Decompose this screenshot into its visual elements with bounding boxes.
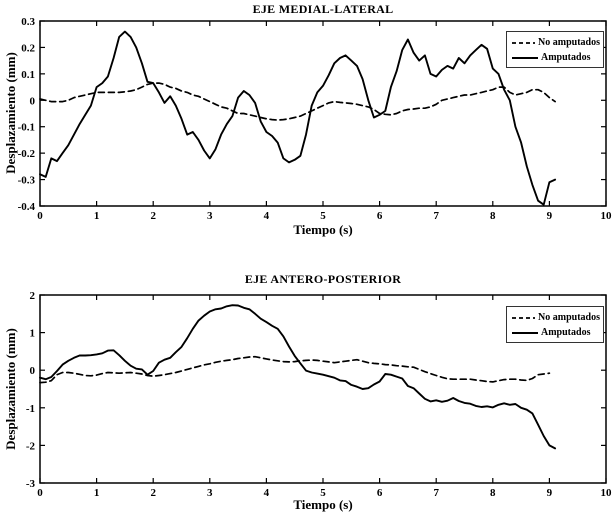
x-tick-label: 7 xyxy=(433,487,439,499)
dashed-line-sample-icon xyxy=(512,316,536,319)
y-tick-label: 0.3 xyxy=(21,16,35,28)
chart-title: EJE ANTERO-POSTERIOR xyxy=(244,272,402,286)
legend: No amputados Amputados xyxy=(506,306,604,343)
x-tick-label: 5 xyxy=(320,487,326,499)
solid-line-sample-icon xyxy=(512,331,538,334)
x-tick-label: 2 xyxy=(150,210,156,222)
x-tick-label: 9 xyxy=(547,210,553,222)
x-tick-label: 6 xyxy=(377,487,383,499)
solid-line-sample-icon xyxy=(512,56,538,59)
x-tick-label: 2 xyxy=(150,487,156,499)
axis-box xyxy=(39,294,607,484)
legend-label: No amputados xyxy=(538,37,600,48)
y-tick-label: 0.1 xyxy=(21,69,35,81)
y-tick-label: 1 xyxy=(30,328,36,340)
legend: No amputados Amputados xyxy=(506,31,604,68)
y-tick-label: -2 xyxy=(26,440,36,452)
series-line-solid xyxy=(39,30,557,206)
y-tick-label: 2 xyxy=(30,290,36,302)
x-axis-label: Tiempo (s) xyxy=(293,497,353,512)
chart-medial-lateral: EJE MEDIAL-LATERAL Desplazamiento (mm) 0… xyxy=(3,2,613,237)
x-tick-label: 3 xyxy=(207,210,213,222)
x-axis-label: Tiempo (s) xyxy=(293,222,353,237)
series-line-solid xyxy=(39,304,557,450)
x-tick-label: 1 xyxy=(94,210,100,222)
dashed-line-sample-icon xyxy=(512,41,536,44)
x-tick-label: 7 xyxy=(433,210,439,222)
x-tick-label: 0 xyxy=(37,210,43,222)
y-tick-label: -0.3 xyxy=(18,175,36,187)
x-tick-label: 4 xyxy=(264,210,270,222)
x-tick-label: 6 xyxy=(377,210,383,222)
legend-label: Amputados xyxy=(541,327,591,338)
y-tick-label: -1 xyxy=(26,403,35,415)
x-tick-label: 8 xyxy=(490,210,496,222)
legend-label: Amputados xyxy=(541,52,591,63)
x-tick-label: 8 xyxy=(490,487,496,499)
y-tick-label: -0.4 xyxy=(18,201,36,213)
y-tick-label: 0.2 xyxy=(21,42,35,54)
series-line-dashed xyxy=(39,355,551,384)
y-tick-label: -0.1 xyxy=(18,122,35,134)
chart-antero-posterior: EJE ANTERO-POSTERIOR Desplazamiento (mm)… xyxy=(0,260,615,520)
x-tick-label: 0 xyxy=(37,487,43,499)
y-tick-label: 0 xyxy=(30,365,36,377)
series-line-dashed xyxy=(39,82,556,121)
chart-title: EJE MEDIAL-LATERAL xyxy=(252,2,394,16)
x-tick-label: 9 xyxy=(547,487,553,499)
axis-box xyxy=(39,20,607,207)
x-tick-label: 1 xyxy=(94,487,100,499)
x-tick-label: 5 xyxy=(320,210,326,222)
y-tick-label: -0.2 xyxy=(18,148,36,160)
x-tick-label: 10 xyxy=(601,210,613,222)
legend-label: No amputados xyxy=(538,312,600,323)
legend-entry-amputados: Amputados xyxy=(512,325,600,340)
y-tick-label: -3 xyxy=(26,478,36,490)
legend-entry-no-amputados: No amputados xyxy=(512,310,600,325)
x-tick-label: 4 xyxy=(264,487,270,499)
y-tick-label: 0 xyxy=(30,95,36,107)
x-tick-label: 3 xyxy=(207,487,213,499)
legend-entry-no-amputados: No amputados xyxy=(512,35,600,50)
legend-entry-amputados: Amputados xyxy=(512,50,600,65)
plot-area: 0 1 2 3 4 5 6 7 8 9 10 0.3 0.2 0.1 0 -0.1 -0.2 -0.3 -0.4 xyxy=(18,16,613,222)
x-tick-label: 10 xyxy=(601,487,613,499)
